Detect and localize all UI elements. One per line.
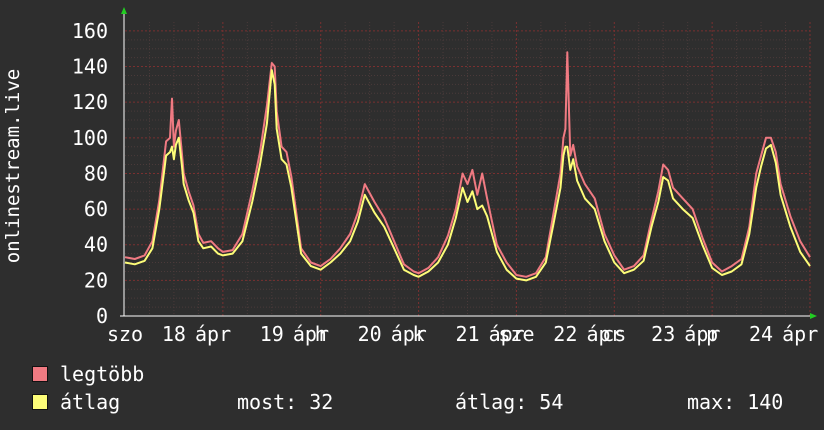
x-tick-label: ápr xyxy=(586,322,622,346)
x-tick-label: ápr xyxy=(782,322,818,346)
x-tick-label: sze xyxy=(498,322,534,346)
x-tick-label: 21 xyxy=(455,322,479,346)
x-tick-label: ápr xyxy=(391,322,427,346)
y-axis-arrow xyxy=(121,7,127,14)
y-tick-label: 40 xyxy=(84,233,108,257)
x-tick-label: 20 xyxy=(358,322,382,346)
x-tick-label: h xyxy=(315,322,327,346)
x-tick-label: ápr xyxy=(489,322,525,346)
x-tick-label: p xyxy=(706,322,718,346)
series-layer xyxy=(124,51,811,282)
x-tick-label: 24 xyxy=(749,322,773,346)
y-tick-label: 140 xyxy=(72,55,108,79)
y-tick-label: 120 xyxy=(72,90,108,114)
legend-item-avg: átlag xyxy=(32,390,121,414)
legend-swatch-avg xyxy=(32,394,48,410)
x-tick-label: szo xyxy=(107,322,143,346)
x-tick-label: 23 xyxy=(651,322,675,346)
x-tick-label: ápr xyxy=(195,322,231,346)
stat-maximum: max: 140 xyxy=(687,390,784,414)
x-tick-label: ápr xyxy=(684,322,720,346)
stat-current: most: 32 xyxy=(237,390,334,414)
x-tick-label: 22 xyxy=(553,322,577,346)
legend-label-max: legtöbb xyxy=(60,362,145,386)
y-tick-label: 160 xyxy=(72,19,108,43)
y-tick-label: 60 xyxy=(84,197,108,221)
legend-swatch-max xyxy=(32,366,48,382)
x-tick-label: cs xyxy=(602,322,626,346)
x-tick-label: 19 xyxy=(260,322,284,346)
y-tick-label: 80 xyxy=(84,161,108,185)
series-line xyxy=(124,69,811,282)
x-tick-label: ápr xyxy=(293,322,329,346)
axes-layer xyxy=(120,7,817,319)
x-tick-label: k xyxy=(413,322,425,346)
series-line xyxy=(124,51,811,278)
legend-label-avg: átlag xyxy=(60,390,121,414)
y-tick-label: 100 xyxy=(72,126,108,150)
y-tick-label: 0 xyxy=(96,304,108,328)
stat-average: átlag: 54 xyxy=(455,390,564,414)
x-axis-arrow xyxy=(810,313,817,319)
y-axis-label: onlinestream.live xyxy=(2,69,24,263)
y-tick-label: 20 xyxy=(84,268,108,292)
x-tick-label: 18 xyxy=(162,322,186,346)
legend-item-max: legtöbb xyxy=(32,362,145,386)
